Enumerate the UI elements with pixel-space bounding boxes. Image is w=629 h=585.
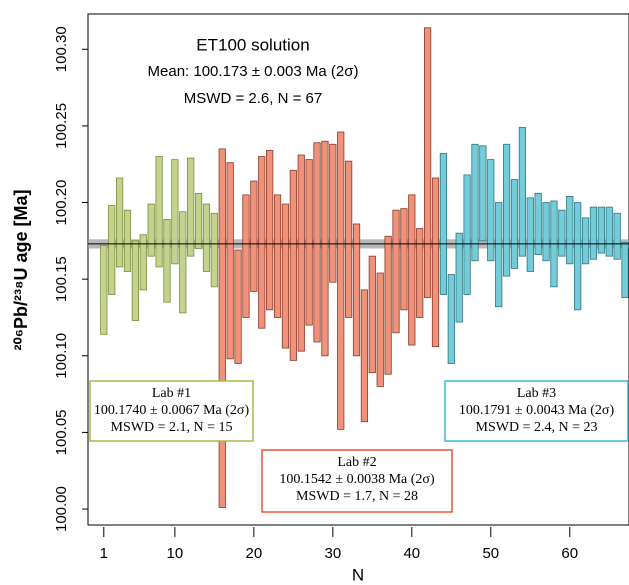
error-bar	[258, 156, 266, 329]
error-bar	[313, 142, 321, 343]
y-tick-label: 100.25	[53, 103, 70, 149]
error-bar	[147, 203, 155, 257]
error-bar	[194, 192, 203, 249]
x-tick-label: 30	[324, 545, 341, 562]
error-bar	[108, 205, 116, 295]
error-bar	[510, 179, 519, 269]
y-tick-label: 100.05	[53, 409, 70, 455]
error-bar	[400, 208, 408, 311]
error-bar	[266, 150, 274, 311]
lab-stats: MSWD = 1.7, N = 28	[296, 489, 418, 504]
error-bar	[100, 245, 108, 335]
error-bar	[163, 218, 171, 303]
error-bar	[218, 148, 226, 508]
error-bar	[581, 217, 590, 265]
error-bar	[352, 223, 361, 357]
error-bar	[487, 159, 495, 262]
error-bar	[589, 206, 598, 260]
error-bar	[321, 140, 329, 357]
x-tick-label: 1	[100, 545, 108, 562]
error-bar	[542, 202, 550, 262]
error-bar	[155, 156, 163, 268]
error-bar	[360, 289, 369, 423]
x-axis-label: N	[352, 565, 364, 584]
x-tick-label: 10	[167, 545, 184, 562]
error-bar	[131, 240, 139, 321]
error-bar	[250, 180, 258, 292]
lab-box	[444, 380, 629, 442]
error-bar	[273, 194, 282, 318]
error-bar	[171, 159, 179, 265]
error-bar	[297, 154, 305, 352]
error-bar	[115, 177, 124, 268]
lab-name: Lab #3	[517, 386, 556, 401]
y-tick-label: 100.10	[53, 333, 70, 379]
error-bar	[424, 27, 432, 298]
lab-stats: MSWD = 2.4, N = 23	[476, 420, 598, 435]
y-tick-label: 100.15	[53, 256, 70, 302]
error-bar	[202, 203, 211, 272]
plot-frame	[87, 13, 629, 526]
error-bar	[226, 162, 234, 360]
error-bar	[558, 209, 566, 257]
error-bar	[471, 143, 479, 262]
lab-name: Lab #1	[152, 386, 191, 401]
error-bar	[597, 206, 605, 254]
error-bar	[305, 159, 313, 326]
x-tick-label: 40	[403, 545, 420, 562]
error-bar	[368, 255, 376, 374]
error-bar	[179, 211, 187, 314]
error-bar	[447, 274, 455, 364]
error-bar	[463, 174, 471, 295]
error-bar	[281, 203, 290, 349]
error-bar	[526, 197, 534, 272]
error-bar	[439, 153, 448, 295]
error-bar	[574, 202, 582, 311]
y-tick-label: 100.30	[53, 26, 70, 72]
error-bar	[408, 194, 416, 346]
error-bar	[502, 143, 511, 277]
x-tick-label: 60	[561, 545, 578, 562]
lab-result: 100.1740 ± 0.0067 Ma (2σ)	[94, 403, 250, 418]
error-bar	[139, 234, 147, 291]
error-bar	[376, 272, 384, 387]
y-tick-label: 100.00	[53, 486, 70, 532]
error-bar	[123, 209, 132, 272]
error-bar	[345, 160, 353, 318]
lab-box	[89, 380, 254, 442]
error-bar	[534, 192, 542, 256]
y-axis-label: ²⁰⁶Pb/²³⁸U age [Ma]	[11, 189, 31, 350]
error-bar	[518, 127, 526, 257]
error-bar	[455, 232, 463, 323]
chart-subtitle: Mean: 100.173 ± 0.003 Ma (2σ)	[148, 63, 359, 80]
error-bar	[329, 143, 337, 283]
error-bar	[605, 206, 613, 257]
x-tick-label: 20	[246, 545, 263, 562]
error-bar	[431, 177, 440, 347]
error-bar	[416, 228, 424, 318]
lab-result: 100.1791 ± 0.0043 Ma (2σ)	[459, 403, 615, 418]
error-bar	[242, 194, 250, 318]
error-bar	[566, 195, 574, 265]
lab-result: 100.1542 ± 0.0038 Ma (2σ)	[279, 472, 435, 487]
error-bar	[392, 209, 400, 334]
error-bar	[337, 131, 345, 430]
error-bar	[479, 145, 487, 242]
error-bar	[384, 235, 392, 375]
error-bar	[289, 169, 297, 361]
error-bar	[621, 241, 629, 298]
error-bar	[234, 249, 242, 364]
x-tick-label: 50	[482, 545, 499, 562]
error-bar	[495, 202, 503, 308]
lab-box	[261, 449, 453, 513]
chart-title: ET100 solution	[196, 35, 309, 54]
lab-name: Lab #2	[337, 455, 376, 470]
error-bar	[613, 212, 621, 260]
error-bar	[187, 157, 195, 257]
error-bar	[210, 212, 218, 288]
chart-subtitle: MSWD = 2.6, N = 67	[184, 90, 322, 107]
lab-stats: MSWD = 2.1, N = 15	[111, 420, 233, 435]
y-tick-label: 100.20	[53, 180, 70, 226]
